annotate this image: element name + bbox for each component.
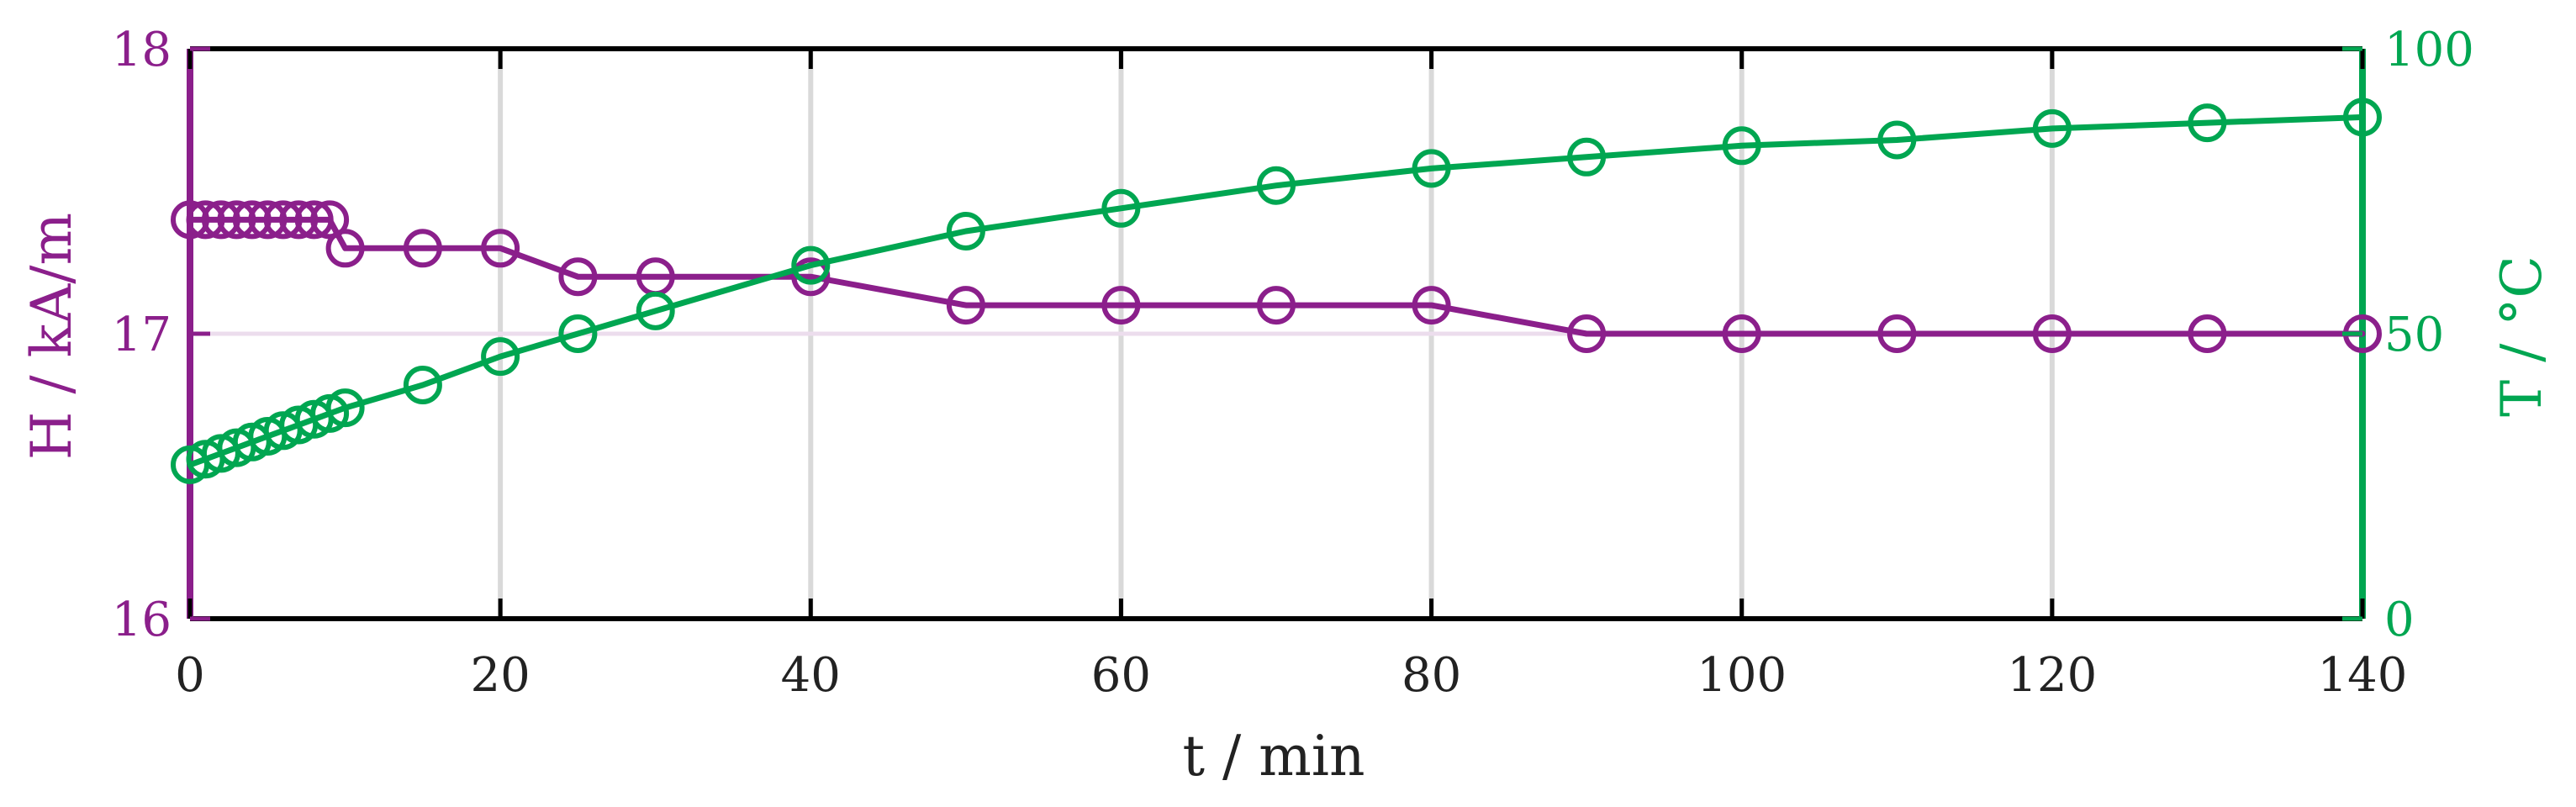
- t-data-point: [2188, 103, 2227, 143]
- x-tick-label: 140: [2318, 648, 2408, 703]
- h-data-point: [186, 200, 225, 240]
- t-data-point: [2032, 108, 2072, 148]
- h-data-point: [2188, 314, 2227, 353]
- t-data-point: [791, 245, 831, 285]
- t-data-point: [946, 212, 985, 251]
- x-axis-label: t / min: [1183, 724, 1365, 789]
- x-tick-label: 100: [1697, 648, 1787, 703]
- x-tick-label: 60: [1091, 648, 1151, 703]
- t-data-point: [481, 337, 520, 377]
- t-data-point: [636, 291, 675, 330]
- h-data-point: [1257, 286, 1296, 325]
- y-right-tick-label: 50: [2384, 308, 2444, 362]
- h-data-point: [201, 200, 240, 240]
- t-data-point: [1567, 137, 1607, 177]
- t-data-point: [1257, 166, 1296, 205]
- y-axis-left-label: H / kA/m: [19, 213, 84, 460]
- t-data-point: [1877, 120, 1917, 160]
- h-data-point: [279, 200, 319, 240]
- t-data-point: [1101, 188, 1141, 228]
- h-data-point: [1722, 314, 1761, 353]
- h-data-point: [310, 200, 350, 240]
- h-data-point: [325, 229, 365, 268]
- h-data-point: [232, 200, 272, 240]
- t-data-point: [403, 366, 442, 404]
- x-tick-label: 80: [1401, 648, 1461, 703]
- h-data-point: [1877, 314, 1917, 353]
- y-axis-right-label: T / °C: [2489, 256, 2554, 417]
- h-data-point: [558, 257, 598, 297]
- x-tick-label: 120: [2007, 648, 2097, 703]
- x-tick-label: 20: [471, 648, 531, 703]
- h-data-point: [403, 229, 442, 268]
- y-left-tick-label: 17: [112, 308, 172, 362]
- y-right-tick-label: 0: [2384, 593, 2415, 647]
- h-data-point: [791, 257, 831, 297]
- h-data-point: [946, 286, 985, 325]
- x-tick-label: 40: [781, 648, 841, 703]
- y-left-tick-label: 18: [112, 23, 172, 77]
- h-data-point: [2032, 314, 2072, 353]
- t-data-point: [1412, 149, 1451, 188]
- t-data-point: [2343, 98, 2382, 137]
- t-data-point: [325, 388, 365, 428]
- h-data-point: [1567, 314, 1607, 353]
- h-data-point: [1101, 286, 1141, 325]
- y-left-tick-label: 16: [112, 593, 172, 647]
- h-data-point: [481, 229, 520, 268]
- tick-labels: 0 20 40 60 80 100 120 140 16 17 18 0 50 100: [112, 23, 2474, 703]
- h-data-point: [217, 200, 256, 240]
- t-data-point: [558, 314, 598, 353]
- plot-frame: [187, 46, 2366, 621]
- x-tick-label: 0: [175, 648, 205, 703]
- h-data-point: [294, 200, 334, 240]
- y-right-tick-label: 100: [2384, 23, 2474, 77]
- t-data-point: [1722, 126, 1761, 166]
- h-data-point: [171, 200, 209, 240]
- h-data-point: [248, 200, 288, 240]
- series-layer: [171, 98, 2382, 484]
- h-data-point: [1412, 286, 1451, 325]
